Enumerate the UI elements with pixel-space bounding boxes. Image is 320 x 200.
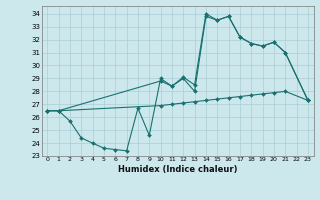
X-axis label: Humidex (Indice chaleur): Humidex (Indice chaleur) bbox=[118, 165, 237, 174]
